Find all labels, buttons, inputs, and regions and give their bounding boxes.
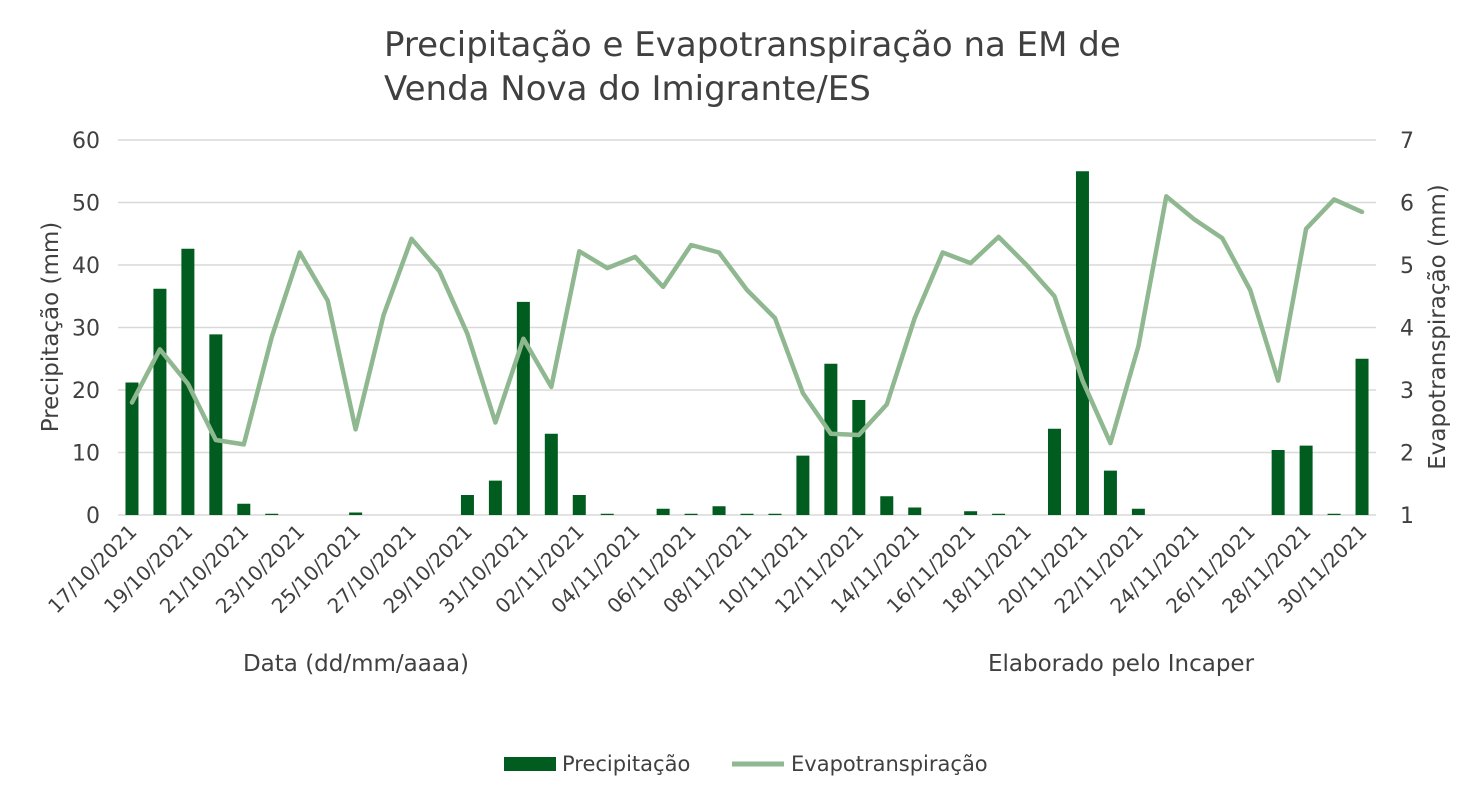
y2-tick-label: 6 xyxy=(1400,192,1414,217)
bar-precipitacao xyxy=(852,400,866,515)
bar-precipitacao xyxy=(824,363,838,515)
bar-precipitacao xyxy=(684,513,698,515)
y-tick-label: 30 xyxy=(72,317,100,342)
legend-label-evapotranspiration: Evapotranspiração xyxy=(791,752,988,776)
bar-precipitacao xyxy=(1271,450,1285,515)
y2-tick-label: 7 xyxy=(1400,129,1414,154)
bar-precipitacao xyxy=(1131,508,1145,515)
chart-title-line-2: Venda Nova do Imigrante/ES xyxy=(384,69,871,109)
bar-precipitacao xyxy=(908,507,922,515)
bar-precipitacao xyxy=(880,496,894,515)
bar-precipitacao xyxy=(125,382,139,515)
y2-tick-label: 1 xyxy=(1400,504,1414,529)
source-note: Elaborado pelo Incaper xyxy=(988,651,1255,677)
legend-label-precipitation: Precipitação xyxy=(562,752,690,776)
bar-precipitacao xyxy=(992,513,1006,515)
y2-tick-label: 4 xyxy=(1400,317,1414,342)
precipitation-bars xyxy=(125,171,1369,515)
bar-precipitacao xyxy=(740,513,754,515)
y2-tick-label: 2 xyxy=(1400,442,1414,467)
bar-precipitacao xyxy=(1075,171,1089,515)
legend: Precipitação Evapotranspiração xyxy=(504,752,988,776)
y-tick-label: 40 xyxy=(72,254,100,279)
legend-swatch-precipitation xyxy=(504,757,556,771)
bar-precipitacao xyxy=(1048,428,1062,515)
bar-precipitacao xyxy=(460,495,474,515)
bar-precipitacao xyxy=(209,334,223,515)
bar-precipitacao xyxy=(153,288,167,515)
y-tick-label: 60 xyxy=(72,129,100,154)
bar-precipitacao xyxy=(265,513,279,515)
bar-precipitacao xyxy=(488,480,502,515)
y-tick-label: 0 xyxy=(86,504,100,529)
y2-tick-label: 3 xyxy=(1400,379,1414,404)
bar-precipitacao xyxy=(1327,513,1341,515)
bar-precipitacao xyxy=(349,512,363,515)
bar-precipitacao xyxy=(796,455,810,515)
y-tick-label: 10 xyxy=(72,442,100,467)
bar-precipitacao xyxy=(516,301,530,515)
bar-precipitacao xyxy=(1355,358,1369,515)
bar-precipitacao xyxy=(712,506,726,515)
gridlines xyxy=(118,139,1376,516)
y-tick-label: 20 xyxy=(72,379,100,404)
bar-precipitacao xyxy=(964,511,978,515)
bar-precipitacao xyxy=(1103,470,1117,515)
bar-precipitacao xyxy=(600,513,614,515)
line-evapotranspiracao xyxy=(129,194,1365,447)
bar-precipitacao xyxy=(656,508,670,515)
y2-axis-title: Evapotranspiração (mm) xyxy=(1425,184,1451,469)
bar-precipitacao xyxy=(572,495,586,515)
y-axis-title: Precipitação (mm) xyxy=(38,222,64,433)
bar-precipitacao xyxy=(768,513,782,515)
y-tick-label: 50 xyxy=(72,192,100,217)
evapotranspiration-line xyxy=(129,194,1365,447)
bar-precipitacao xyxy=(544,433,558,515)
bar-precipitacao xyxy=(1299,445,1313,515)
x-axis-title: Data (dd/mm/aaaa) xyxy=(243,651,469,677)
chart-title-line-1: Precipitação e Evapotranspiração na EM d… xyxy=(384,25,1121,65)
y2-tick-label: 5 xyxy=(1400,254,1414,279)
bar-precipitacao xyxy=(237,503,251,515)
